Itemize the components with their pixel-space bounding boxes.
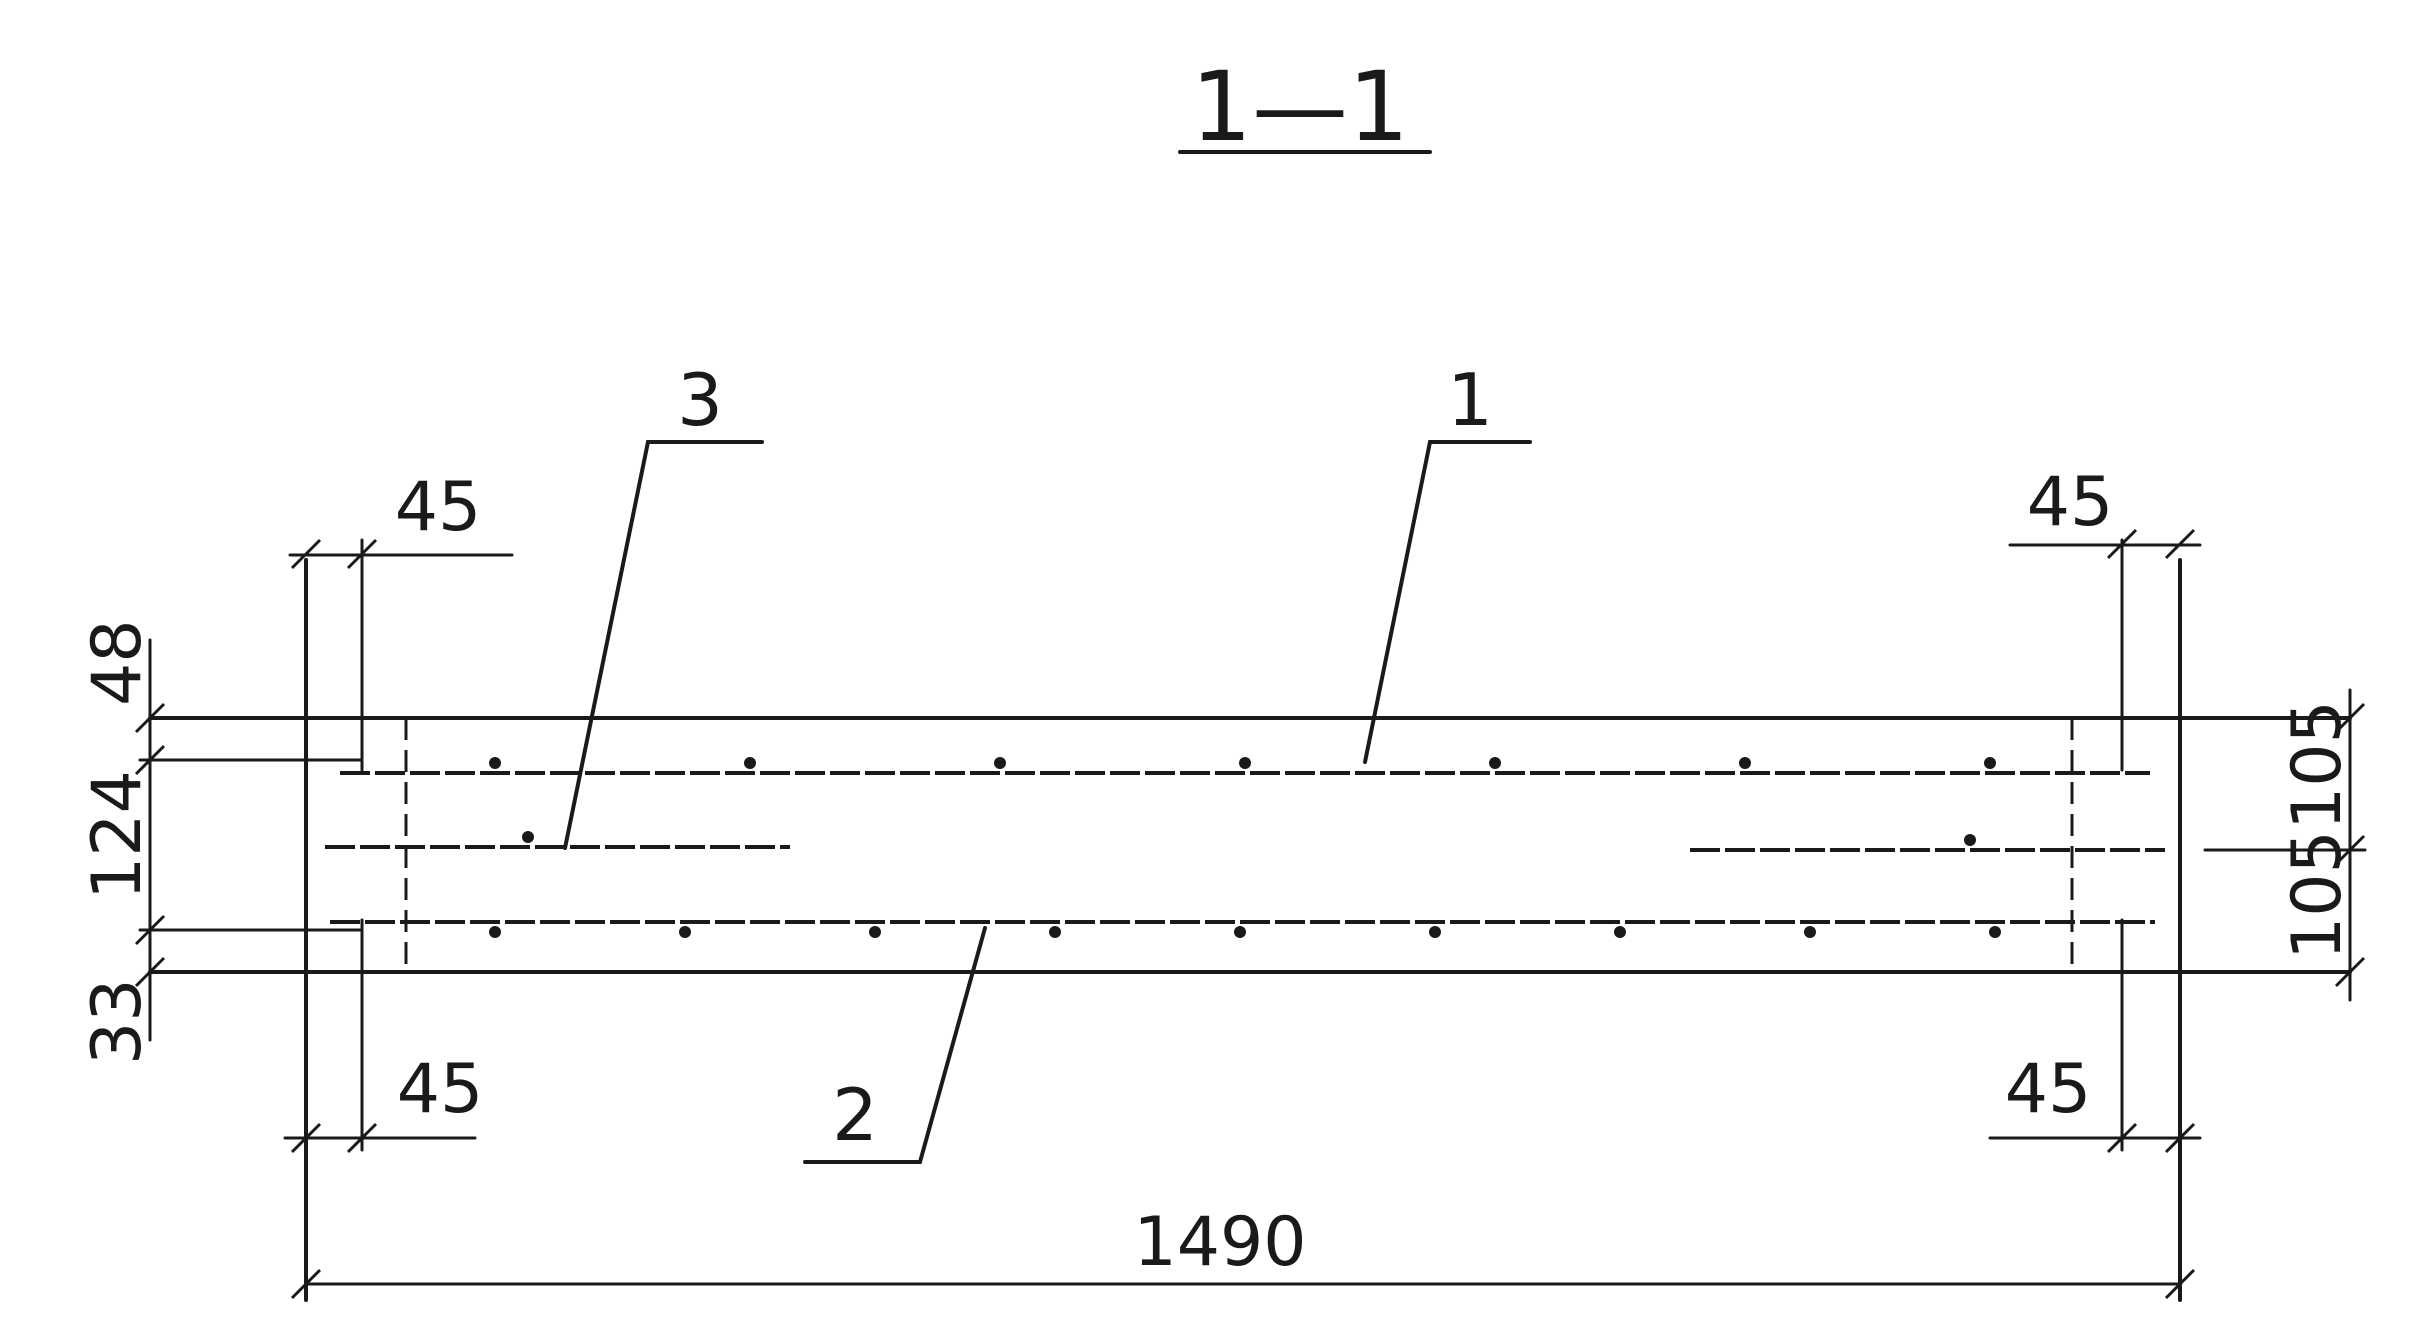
position-label-1: 1 [1447,358,1493,442]
dim-tick [2164,1122,2196,1154]
dim-left-top-text: 48 [78,619,157,706]
dim-tick [134,956,166,988]
position-label-3: 3 [677,358,723,442]
dim-bottom-left-text: 45 [397,1050,484,1129]
dim-tick [290,1122,322,1154]
dim-tick [2334,834,2366,866]
dim-tick [2334,702,2366,734]
position-label-2: 2 [832,1073,878,1157]
dim-left-bottom-text: 33 [78,978,157,1065]
section-title: 1—1 [1191,51,1409,163]
dim-tick [290,538,322,570]
dim-tick [134,702,166,734]
dim-overall-text: 1490 [1133,1203,1306,1282]
dim-tick [290,1268,322,1300]
dim-bottom-right-text: 45 [2005,1050,2092,1129]
dim-left-middle-text: 124 [78,770,157,900]
dim-tick [2106,1122,2138,1154]
dim-top-right-text: 45 [2027,463,2114,542]
rebar-markers [489,757,2001,938]
leader-2 [803,926,987,1164]
dim-tick [2164,528,2196,560]
dim-tick [134,914,166,946]
dim-top-left-text: 45 [395,468,482,547]
dim-tick [346,1122,378,1154]
dim-tick [134,744,166,776]
leader-1 [1363,440,1532,764]
dim-tick [2164,1268,2196,1300]
dim-tick [2106,528,2138,560]
dim-tick [346,538,378,570]
dim-tick [2334,956,2366,988]
dim-right-lower-text: 105 [2278,830,2357,960]
leader-3 [563,440,764,850]
dim-right-upper-text: 105 [2278,700,2357,830]
